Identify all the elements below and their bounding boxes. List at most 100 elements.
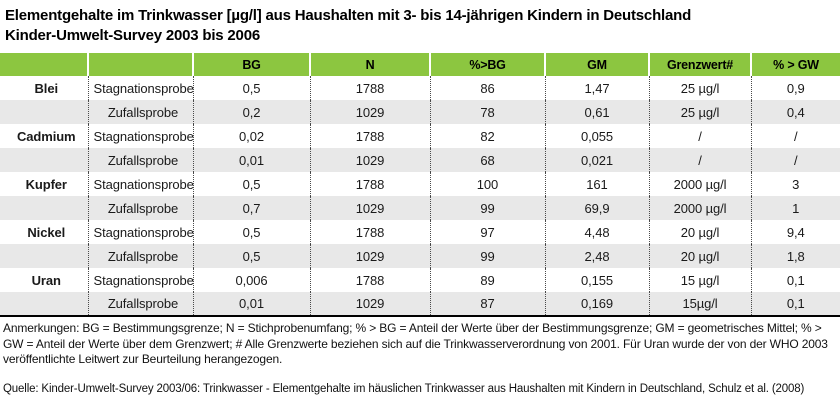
- table-row: Zufallsprobe 0,2 1029 78 0,61 25 µg/l 0,…: [0, 100, 840, 124]
- title-line-2: Kinder-Umwelt-Survey 2003 bis 2006: [5, 27, 260, 44]
- n-cell: 1788: [309, 124, 430, 148]
- pct-bg-cell: 99: [429, 196, 545, 220]
- table-row: Blei Stagnationsprobe 0,5 1788 86 1,47 2…: [0, 76, 840, 100]
- gm-cell: 2,48: [544, 244, 649, 268]
- n-cell: 1788: [309, 172, 430, 196]
- probe-cell: Zufallsprobe: [87, 292, 193, 316]
- pct-bg-cell: 97: [429, 220, 545, 244]
- element-cell: [0, 148, 88, 172]
- grenzwert-cell: 25 µg/l: [648, 76, 751, 100]
- grenzwert-cell: 2000 µg/l: [648, 196, 751, 220]
- probe-cell: Stagnationsprobe: [87, 268, 194, 292]
- bg-cell: 0,5: [192, 172, 310, 196]
- probe-cell: Zufallsprobe: [87, 244, 193, 268]
- header-row: BG N %>BG GM Grenzwert# % > GW: [0, 53, 840, 76]
- pct-gw-cell: 0,1: [750, 268, 840, 292]
- table-row: Nickel Stagnationsprobe 0,5 1788 97 4,48…: [0, 220, 840, 244]
- pct-bg-cell: 100: [429, 172, 545, 196]
- gm-cell: 161: [544, 172, 649, 196]
- table-row: Cadmium Stagnationsprobe 0,02 1788 82 0,…: [0, 124, 840, 148]
- n-cell: 1029: [309, 244, 430, 268]
- header-element: [0, 53, 88, 76]
- header-pct-bg: %>BG: [429, 53, 545, 76]
- element-cell: [0, 196, 88, 220]
- n-cell: 1029: [309, 100, 430, 124]
- pct-gw-cell: 0,1: [750, 292, 840, 316]
- grenzwert-cell: /: [648, 148, 751, 172]
- table-row: Uran Stagnationsprobe 0,006 1788 89 0,15…: [0, 268, 840, 292]
- pct-bg-cell: 87: [429, 292, 545, 316]
- n-cell: 1029: [309, 148, 430, 172]
- pct-bg-cell: 68: [429, 148, 545, 172]
- element-cell: [0, 100, 88, 124]
- pct-gw-cell: 1,8: [750, 244, 840, 268]
- pct-gw-cell: 3: [750, 172, 840, 196]
- grenzwert-cell: /: [648, 124, 751, 148]
- header-gm: GM: [544, 53, 649, 76]
- probe-cell: Zufallsprobe: [87, 148, 193, 172]
- bg-cell: 0,7: [192, 196, 310, 220]
- header-bg: BG: [192, 53, 310, 76]
- probe-cell: Stagnationsprobe: [87, 76, 194, 100]
- pct-gw-cell: /: [750, 148, 840, 172]
- pct-bg-cell: 78: [429, 100, 545, 124]
- pct-bg-cell: 82: [429, 124, 545, 148]
- table-row: Zufallsprobe 0,01 1029 68 0,021 / /: [0, 148, 840, 172]
- gm-cell: 0,169: [544, 292, 649, 316]
- header-probe: [87, 53, 193, 76]
- bg-cell: 0,01: [192, 148, 310, 172]
- table-body: Blei Stagnationsprobe 0,5 1788 86 1,47 2…: [0, 76, 840, 316]
- grenzwert-cell: 20 µg/l: [648, 244, 751, 268]
- grenzwert-cell: 20 µg/l: [648, 220, 751, 244]
- n-cell: 1029: [309, 292, 430, 316]
- gm-cell: 0,055: [544, 124, 649, 148]
- grenzwert-cell: 15µg/l: [648, 292, 751, 316]
- pct-bg-cell: 86: [429, 76, 545, 100]
- grenzwert-cell: 2000 µg/l: [648, 172, 751, 196]
- n-cell: 1788: [309, 76, 430, 100]
- probe-cell: Stagnationsprobe: [87, 124, 194, 148]
- header-n: N: [309, 53, 430, 76]
- n-cell: 1788: [309, 220, 430, 244]
- gm-cell: 1,47: [544, 76, 649, 100]
- pct-gw-cell: 0,9: [750, 76, 840, 100]
- source-citation: Quelle: Kinder-Umwelt-Survey 2003/06: Tr…: [3, 382, 805, 395]
- element-content-table: BG N %>BG GM Grenzwert# % > GW Blei Stag…: [0, 53, 840, 317]
- table-row: Zufallsprobe 0,01 1029 87 0,169 15µg/l 0…: [0, 292, 840, 316]
- table-row: Zufallsprobe 0,7 1029 99 69,9 2000 µg/l …: [0, 196, 840, 220]
- element-cell: [0, 292, 88, 316]
- pct-gw-cell: 1: [750, 196, 840, 220]
- element-cell: Cadmium: [16, 128, 76, 144]
- pct-gw-cell: 9,4: [750, 220, 840, 244]
- pct-bg-cell: 89: [429, 268, 545, 292]
- probe-cell: Zufallsprobe: [87, 196, 193, 220]
- pct-gw-cell: 0,4: [750, 100, 840, 124]
- bg-cell: 0,006: [192, 268, 310, 292]
- probe-cell: Stagnationsprobe: [87, 172, 194, 196]
- pct-gw-cell: /: [750, 124, 840, 148]
- bg-cell: 0,5: [192, 220, 310, 244]
- table-row: Zufallsprobe 0,5 1029 99 2,48 20 µg/l 1,…: [0, 244, 840, 268]
- bg-cell: 0,02: [192, 124, 310, 148]
- bg-cell: 0,5: [192, 76, 310, 100]
- table-header: BG N %>BG GM Grenzwert# % > GW: [0, 53, 840, 76]
- element-cell: Uran: [31, 272, 61, 288]
- element-cell: Kupfer: [25, 176, 67, 192]
- pct-bg-cell: 99: [429, 244, 545, 268]
- table-title: Elementgehalte im Trinkwasser [µg/l] aus…: [0, 0, 840, 46]
- gm-cell: 0,155: [544, 268, 649, 292]
- probe-cell: Zufallsprobe: [87, 100, 193, 124]
- element-cell: [0, 244, 88, 268]
- header-pct-gw: % > GW: [750, 53, 840, 76]
- table-row: Kupfer Stagnationsprobe 0,5 1788 100 161…: [0, 172, 840, 196]
- grenzwert-cell: 15 µg/l: [648, 268, 751, 292]
- gm-cell: 69,9: [544, 196, 649, 220]
- title-line-1: Elementgehalte im Trinkwasser [µg/l] aus…: [5, 7, 692, 24]
- element-cell: Nickel: [27, 224, 66, 240]
- grenzwert-cell: 25 µg/l: [648, 100, 751, 124]
- n-cell: 1029: [309, 196, 430, 220]
- footnotes: Anmerkungen: BG = Bestimmungsgrenze; N =…: [3, 321, 828, 366]
- gm-cell: 0,021: [544, 148, 649, 172]
- header-grenzwert: Grenzwert#: [648, 53, 751, 76]
